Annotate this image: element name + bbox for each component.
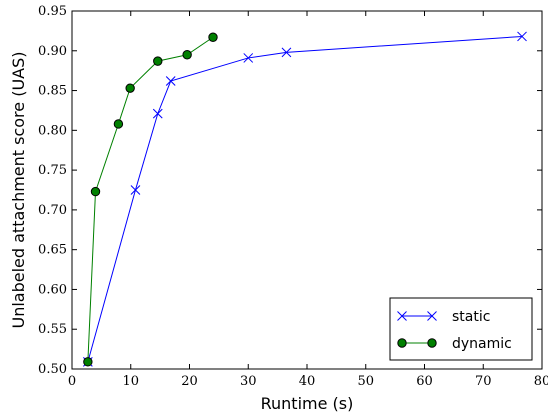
data-point-static xyxy=(152,108,163,119)
series-layer xyxy=(83,31,527,367)
legend-marker-static xyxy=(397,311,437,321)
legend-label-dynamic: dynamic xyxy=(452,336,512,352)
data-point-dynamic xyxy=(90,186,101,197)
axis-ticks: 0 10 20 30 40 50 60 70 80 0.50 0.55 0.60 0.65 0.70 0.7… xyxy=(38,4,548,389)
y-tick-label: 0.70 xyxy=(38,203,67,218)
y-tick-label: 0.85 xyxy=(38,84,67,99)
x-tick-label: 80 xyxy=(534,374,548,389)
x-tick-label: 50 xyxy=(357,374,374,389)
legend-marker-left xyxy=(397,311,407,321)
y-tick-label: 0.55 xyxy=(38,322,67,337)
data-point-static xyxy=(130,185,141,195)
y-tick-label: 0.60 xyxy=(38,282,67,297)
x-axis-label: Runtime (s) xyxy=(261,394,354,413)
data-point-static xyxy=(517,31,527,42)
x-tick-label: 10 xyxy=(122,374,139,389)
legend-marker-right xyxy=(427,311,437,321)
legend: static dynamic xyxy=(389,297,533,361)
x-tick-label: 70 xyxy=(475,374,492,389)
y-tick-label: 0.75 xyxy=(38,163,67,178)
y-tick-label: 0.90 xyxy=(38,44,67,59)
y-tick-label: 0.65 xyxy=(38,243,67,258)
legend-marker-right xyxy=(427,338,437,348)
data-point-static xyxy=(243,53,254,63)
x-tick-label: 0 xyxy=(68,374,76,389)
y-tick-label: 0.95 xyxy=(38,4,67,19)
y-axis-label: Unlabeled attachment score (UAS) xyxy=(9,51,28,328)
x-tick-label: 30 xyxy=(240,374,257,389)
y-tick-label: 0.50 xyxy=(38,362,67,377)
data-point-dynamic xyxy=(182,50,192,60)
legend-label-static: static xyxy=(452,309,490,325)
data-point-static xyxy=(165,76,176,86)
data-point-dynamic xyxy=(208,32,218,42)
x-tick-label: 20 xyxy=(181,374,198,389)
data-point-dynamic xyxy=(113,119,124,129)
data-point-dynamic xyxy=(125,83,135,93)
legend-marker-left xyxy=(397,338,407,348)
legend-marker-dynamic xyxy=(397,338,437,348)
y-tick-label: 0.80 xyxy=(38,123,67,138)
data-point-static xyxy=(281,47,292,58)
data-point-dynamic xyxy=(153,56,163,66)
data-point-dynamic xyxy=(83,357,93,367)
x-tick-label: 60 xyxy=(416,374,433,389)
legend-box xyxy=(389,297,533,361)
x-tick-label: 40 xyxy=(299,374,316,389)
